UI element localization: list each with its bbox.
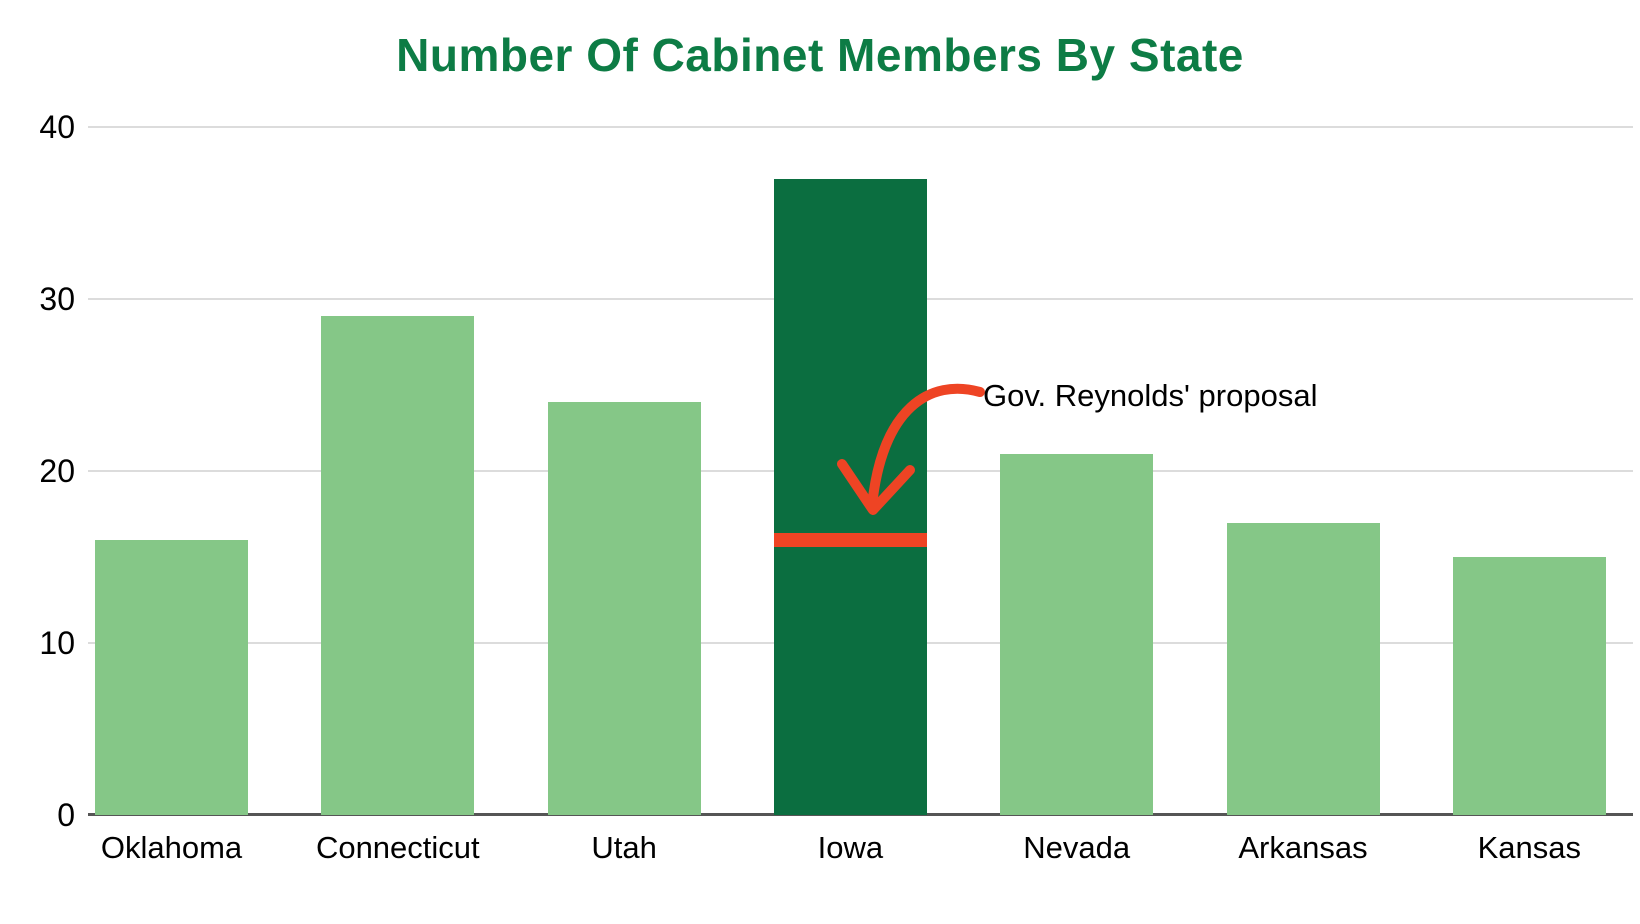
x-axis-label-oklahoma: Oklahoma bbox=[100, 830, 243, 865]
x-axis-label-iowa: Iowa bbox=[817, 830, 884, 865]
x-axis-label-connecticut: Connecticut bbox=[315, 830, 480, 865]
bar-arkansas bbox=[1226, 522, 1380, 815]
y-tick-label-40: 40 bbox=[39, 109, 75, 145]
x-axis-label-utah: Utah bbox=[591, 830, 657, 865]
bar-nevada bbox=[1000, 453, 1154, 815]
bar-oklahoma bbox=[95, 539, 248, 815]
y-axis: 0 10 20 30 40 bbox=[0, 109, 75, 833]
y-tick-label-10: 10 bbox=[39, 625, 75, 661]
y-tick-label-30: 30 bbox=[39, 281, 75, 317]
gridline-40 bbox=[88, 126, 1633, 128]
x-axis-label-kansas: Kansas bbox=[1477, 830, 1581, 865]
proposal-marker-line bbox=[773, 532, 927, 547]
bar-iowa bbox=[773, 178, 927, 815]
arrow-curve bbox=[867, 383, 985, 511]
annotation-arrow-icon bbox=[837, 383, 985, 515]
bar-utah bbox=[547, 402, 701, 815]
y-tick-label-20: 20 bbox=[39, 453, 75, 489]
bar-connecticut bbox=[321, 316, 475, 815]
y-tick-label-0: 0 bbox=[57, 797, 75, 833]
annotation-label: Gov. Reynolds' proposal bbox=[983, 378, 1318, 413]
arrow-head bbox=[837, 459, 915, 515]
x-axis-label-arkansas: Arkansas bbox=[1238, 830, 1368, 865]
x-axis-label-nevada: Nevada bbox=[1023, 830, 1131, 865]
bar-kansas bbox=[1452, 557, 1606, 815]
chart-title: Number Of Cabinet Members By State bbox=[396, 29, 1244, 81]
plot-area: Oklahoma Connecticut Utah Iowa Nevada Arkansa… bbox=[88, 126, 1633, 865]
